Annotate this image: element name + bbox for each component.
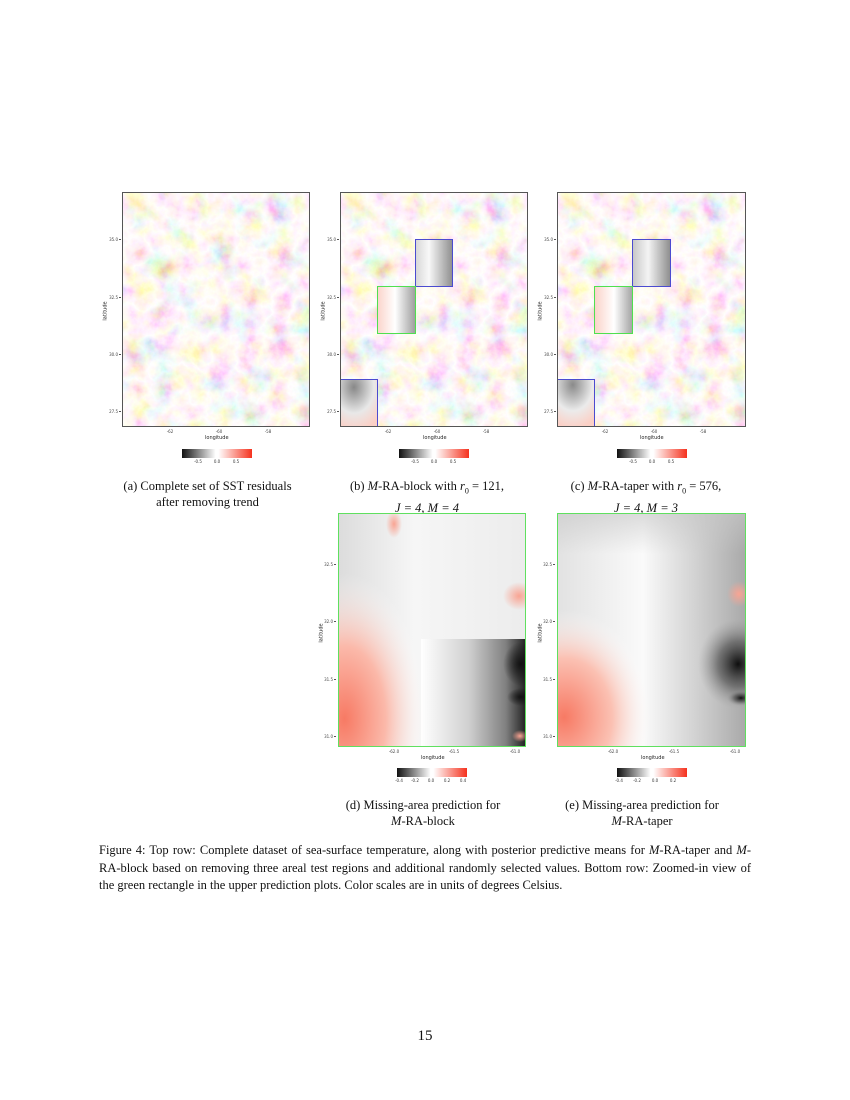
sst-residual-field — [123, 193, 309, 426]
sst-prediction-field — [341, 193, 527, 426]
colorbar-tick: 0.0 — [213, 459, 221, 464]
ytick: 27.5 — [535, 409, 556, 414]
xtick: -60 — [650, 429, 658, 434]
sst-map-plot-c — [557, 192, 746, 427]
ytick: 35.0 — [318, 237, 339, 242]
colorbar-tick: 0.0 — [427, 778, 435, 783]
y-axis-label: latitude — [102, 301, 109, 321]
ytick: 35.0 — [535, 237, 556, 242]
colorbar-tick: 0.4 — [459, 778, 467, 783]
subcaption-d: (d) Missing-area prediction for M-RA-blo… — [345, 798, 501, 828]
xtick: -62 — [601, 429, 609, 434]
zoomed-prediction-field — [339, 514, 525, 746]
colorbar-tick: -0.5 — [629, 459, 637, 464]
xtick: -62.0 — [607, 749, 619, 754]
ytick: 32.5 — [535, 295, 556, 300]
colorbar-tick: 0.2 — [443, 778, 451, 783]
x-axis-label: longitude — [205, 435, 229, 441]
y-axis-label: latitude — [320, 301, 327, 321]
subcaption-c: (c) M-RA-taper with r0 = 576, J = 4, M =… — [570, 479, 722, 515]
xtick: -60 — [215, 429, 223, 434]
xtick: -62 — [166, 429, 174, 434]
colorbar-tick: 0.0 — [648, 459, 656, 464]
ytick: 30.0 — [535, 352, 556, 357]
zoom-region-box — [377, 286, 416, 334]
ytick: 27.5 — [318, 409, 339, 414]
zoomed-prediction-field — [558, 514, 745, 746]
colorbar-tick: 0.0 — [430, 459, 438, 464]
xtick: -58 — [482, 429, 490, 434]
colorbar — [617, 768, 687, 777]
colorbar-tick: 0.5 — [232, 459, 240, 464]
colorbar — [182, 449, 252, 458]
test-region-box — [632, 239, 671, 287]
colorbar-tick: 0.5 — [667, 459, 675, 464]
colorbar-tick: -0.2 — [633, 778, 641, 783]
zoomed-prediction-plot-e — [557, 513, 746, 747]
x-axis-label: longitude — [641, 755, 665, 761]
ytick: 35.0 — [100, 237, 121, 242]
xtick: -62.0 — [388, 749, 400, 754]
test-region-box — [558, 379, 595, 426]
xtick: -58 — [264, 429, 272, 434]
x-axis-label: longitude — [423, 435, 447, 441]
colorbar-tick: -0.5 — [194, 459, 202, 464]
colorbar-tick: 0.5 — [449, 459, 457, 464]
ytick: 31.0 — [534, 734, 555, 739]
ytick: 32.5 — [100, 295, 121, 300]
figure-number: Figure 4: — [99, 843, 146, 857]
subcaption-a: (a) Complete set of SST residuals after … — [123, 479, 292, 509]
test-region-box — [341, 379, 378, 426]
colorbar — [617, 449, 687, 458]
xtick: -61.5 — [668, 749, 680, 754]
colorbar-tick: -0.5 — [411, 459, 419, 464]
zoomed-prediction-plot-d — [338, 513, 526, 747]
ytick: 32.0 — [315, 619, 336, 624]
y-axis-label: latitude — [318, 623, 325, 643]
xtick: -58 — [699, 429, 707, 434]
xtick: -61.5 — [448, 749, 460, 754]
xtick: -61.0 — [729, 749, 741, 754]
xtick: -62 — [384, 429, 392, 434]
test-region-box — [415, 239, 453, 287]
ytick: 31.5 — [534, 677, 555, 682]
ytick: 27.5 — [100, 409, 121, 414]
colorbar — [397, 768, 467, 777]
colorbar-tick: -0.4 — [615, 778, 623, 783]
colorbar — [399, 449, 469, 458]
ytick: 30.0 — [100, 352, 121, 357]
colorbar-tick: 0.0 — [651, 778, 659, 783]
ytick: 32.5 — [315, 562, 336, 567]
x-axis-label: longitude — [640, 435, 664, 441]
figure-caption: Figure 4: Top row: Complete dataset of s… — [99, 843, 752, 892]
colorbar-tick: 0.2 — [669, 778, 677, 783]
subcaption-e: (e) Missing-area prediction for M-RA-tap… — [565, 798, 719, 828]
y-axis-label: latitude — [537, 623, 544, 643]
y-axis-label: latitude — [537, 301, 544, 321]
ytick: 30.0 — [318, 352, 339, 357]
ytick: 31.5 — [315, 677, 336, 682]
ytick: 32.5 — [534, 562, 555, 567]
ytick: 32.0 — [534, 619, 555, 624]
xtick: -61.0 — [509, 749, 521, 754]
subcaption-b: (b) M-RA-block with r0 = 121, J = 4, M =… — [349, 479, 505, 515]
x-axis-label: longitude — [421, 755, 445, 761]
sst-map-plot-b — [340, 192, 528, 427]
ytick: 32.5 — [318, 295, 339, 300]
xtick: -60 — [433, 429, 441, 434]
zoom-region-box — [594, 286, 633, 334]
colorbar-tick: -0.2 — [411, 778, 419, 783]
sst-map-plot-a — [122, 192, 310, 427]
page-number: 15 — [417, 1028, 433, 1044]
ytick: 31.0 — [315, 734, 336, 739]
colorbar-tick: -0.4 — [395, 778, 403, 783]
sst-prediction-field — [558, 193, 745, 426]
